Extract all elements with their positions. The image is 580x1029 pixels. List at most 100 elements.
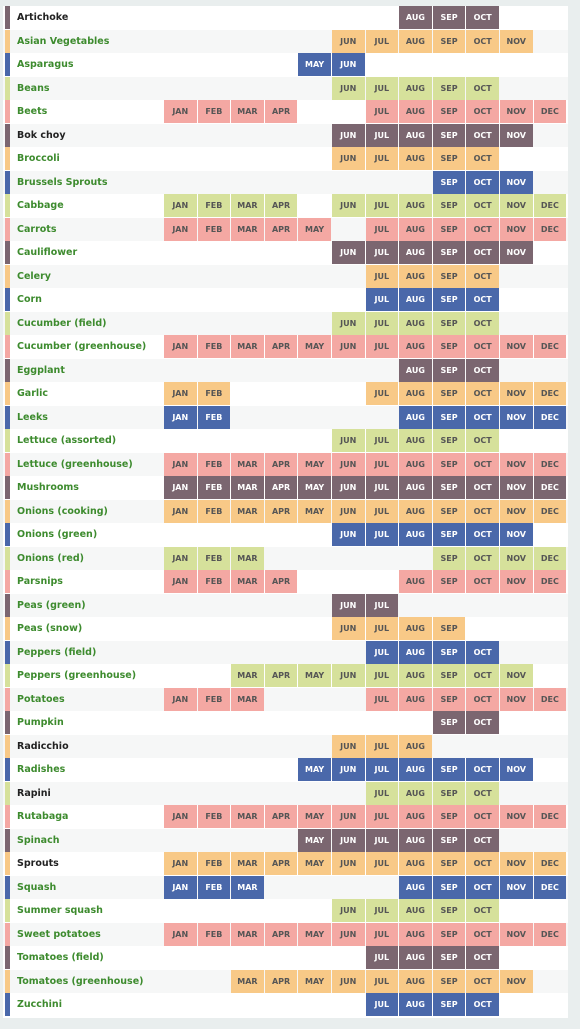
month-cell: MAR xyxy=(231,452,264,476)
month-cell: FEB xyxy=(197,405,231,429)
month-cell: SEP xyxy=(432,76,466,100)
month-cell: OCT xyxy=(466,452,499,476)
month-cell: MAY xyxy=(298,476,331,499)
month-cell: JUL xyxy=(365,781,399,805)
month-cell: OCT xyxy=(466,29,499,53)
month-cell: AUG xyxy=(399,429,432,452)
month-cell: JUN xyxy=(332,922,365,946)
month-cell: JUL xyxy=(365,452,399,476)
produce-row: Onions (cooking) JAN FEB MAR APR MAY JUN JUL AUG… xyxy=(3,499,568,523)
month-cell: AUG xyxy=(399,241,432,264)
produce-row: Pumpkin SEP OCT xyxy=(3,711,568,735)
produce-name: Peppers (field) xyxy=(17,646,97,658)
month-cell: SEP xyxy=(432,664,466,687)
produce-row: Onions (green) JUN JUL AUG SEP OCT NOV xyxy=(3,523,568,547)
produce-name: Eggplant xyxy=(17,364,65,376)
month-cell: NOV xyxy=(500,123,533,147)
month-cell: JUL xyxy=(365,194,399,217)
color-bar xyxy=(5,123,10,147)
produce-name: Broccoli xyxy=(17,153,60,164)
month-cell: SEP xyxy=(432,264,466,288)
month-cell: FEB xyxy=(197,852,231,875)
month-cell: JUL xyxy=(365,852,399,875)
month-cell: JAN xyxy=(164,335,197,358)
month-cell: AUG xyxy=(399,29,432,53)
month-cell: JUL xyxy=(365,264,399,288)
month-cell: NOV xyxy=(500,100,533,123)
month-cell: SEP xyxy=(432,241,466,264)
month-cell: NOV xyxy=(500,664,533,687)
month-cell: JUL xyxy=(365,617,399,640)
month-cell: DEC xyxy=(533,217,567,241)
month-cell: SEP xyxy=(432,828,466,852)
color-bar xyxy=(5,546,10,570)
month-cell: AUG xyxy=(399,828,432,852)
month-cell: APR xyxy=(264,969,298,993)
month-cell: OCT xyxy=(466,288,499,311)
month-cell: FEB xyxy=(197,100,231,123)
produce-row: Sweet potatoes JAN FEB MAR APR MAY JUN JUL AUG SE… xyxy=(3,922,568,946)
month-cell: SEP xyxy=(432,852,466,875)
month-cell: SEP xyxy=(432,570,466,593)
color-bar xyxy=(5,828,10,852)
produce-table: Artichoke AUG SEP OCT Asian Vegetables JUN JUL… xyxy=(3,6,568,1018)
produce-name: Potatoes xyxy=(17,693,65,705)
month-cell: OCT xyxy=(466,711,499,734)
month-cell: OCT xyxy=(466,499,499,523)
month-cell: OCT xyxy=(466,100,499,123)
color-bar xyxy=(5,405,10,429)
month-cell: JUN xyxy=(332,499,365,523)
color-bar xyxy=(5,100,10,123)
produce-row: Peas (snow) JUN JUL AUG SEP xyxy=(3,617,568,641)
produce-row: Spinach MAY JUN JUL AUG SEP OCT xyxy=(3,828,568,852)
month-cell: NOV xyxy=(500,922,533,946)
color-bar xyxy=(5,194,10,217)
month-cell: SEP xyxy=(432,969,466,993)
month-cell: MAY xyxy=(298,452,331,476)
month-cell: AUG xyxy=(399,993,432,1016)
month-cell: JUL xyxy=(365,734,399,758)
month-cell: NOV xyxy=(500,29,533,53)
color-bar xyxy=(5,593,10,617)
month-cell: AUG xyxy=(399,194,432,217)
month-cell: JUN xyxy=(332,593,365,617)
color-bar xyxy=(5,687,10,711)
month-cell: JUN xyxy=(332,335,365,358)
month-cell: JUN xyxy=(332,664,365,687)
color-bar xyxy=(5,358,10,382)
month-cell: JAN xyxy=(164,405,197,429)
month-cell: OCT xyxy=(466,476,499,499)
month-cell: SEP xyxy=(432,194,466,217)
month-cell: JUL xyxy=(365,593,399,617)
month-cell: JUL xyxy=(365,476,399,499)
produce-row: Onions (red) JAN FEB MAR SEP OCT NOV DEC xyxy=(3,546,568,570)
month-cell: AUG xyxy=(399,664,432,687)
color-bar xyxy=(5,664,10,687)
month-cell: DEC xyxy=(533,382,567,405)
month-cell: SEP xyxy=(432,523,466,546)
month-cell: AUG xyxy=(399,217,432,241)
month-cell: OCT xyxy=(466,123,499,147)
month-cell: SEP xyxy=(432,805,466,828)
month-cell: OCT xyxy=(466,758,499,781)
month-cell: AUG xyxy=(399,781,432,805)
produce-name: Leeks xyxy=(17,411,48,423)
month-cell: JUL xyxy=(365,828,399,852)
month-cell: NOV xyxy=(500,969,533,993)
month-cell: JUN xyxy=(332,476,365,499)
month-cell: FEB xyxy=(197,476,231,499)
month-cell: JAN xyxy=(164,805,197,828)
month-cell: OCT xyxy=(466,664,499,687)
produce-name: Asparagus xyxy=(17,59,74,70)
produce-row: Cucumber (field) JUN JUL AUG SEP OCT xyxy=(3,311,568,335)
month-cell: AUG xyxy=(399,523,432,546)
month-cell: NOV xyxy=(500,241,533,264)
month-cell: JUL xyxy=(365,76,399,100)
produce-row: Corn JUL AUG SEP OCT xyxy=(3,288,568,312)
month-cell: OCT xyxy=(466,828,499,852)
month-cell: AUG xyxy=(399,899,432,922)
month-cell: APR xyxy=(264,852,298,875)
month-cell: NOV xyxy=(500,570,533,593)
month-cell: NOV xyxy=(500,852,533,875)
